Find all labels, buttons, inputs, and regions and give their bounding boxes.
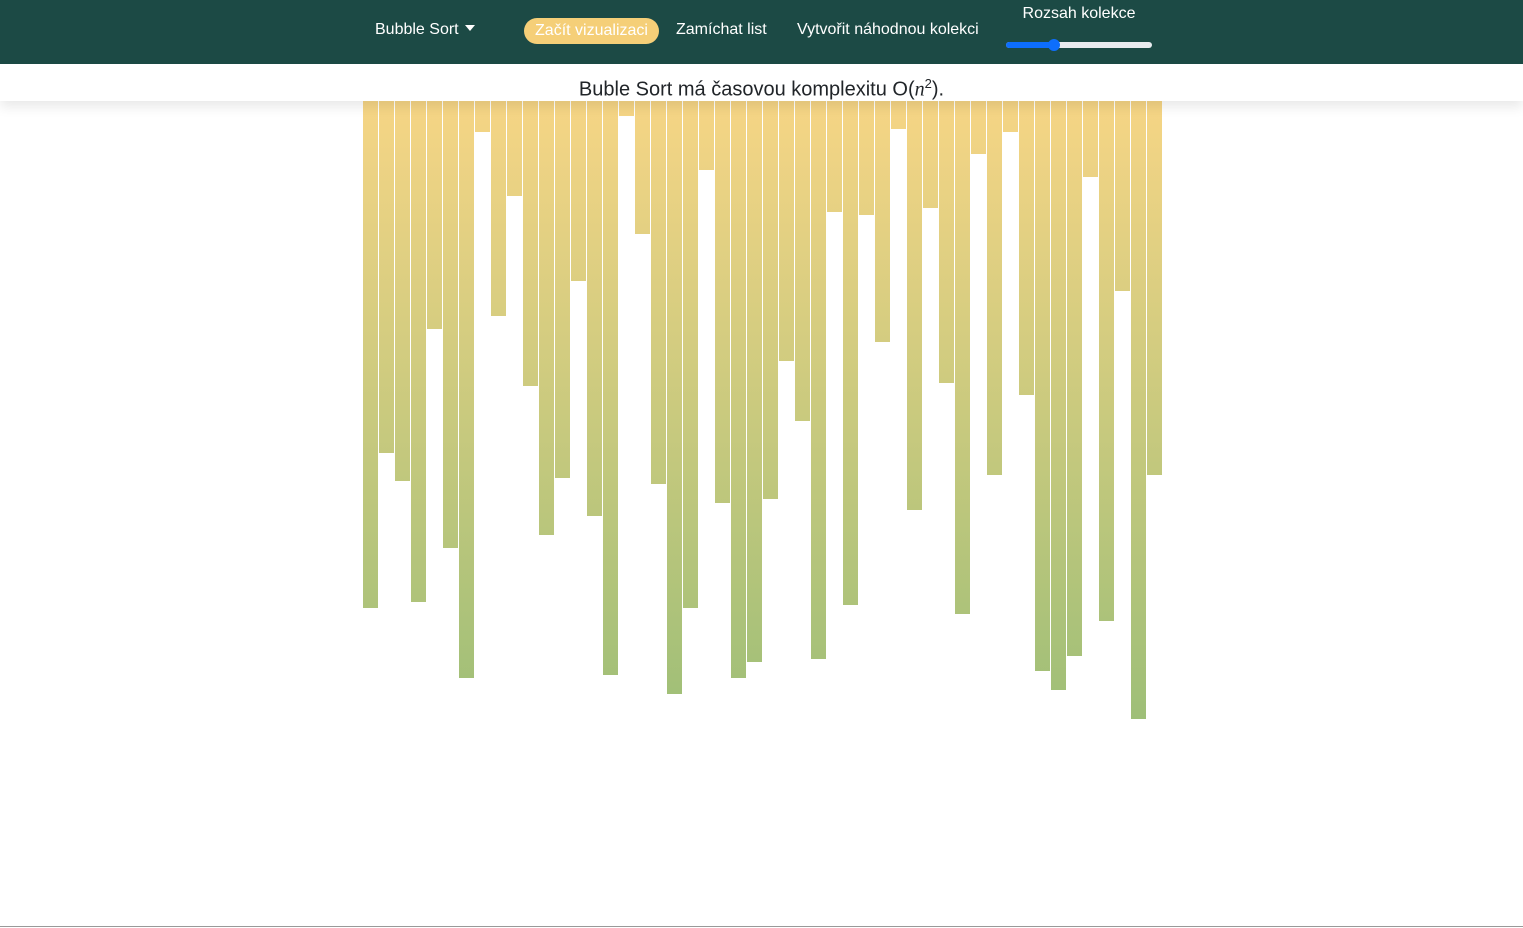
array-bar	[891, 101, 906, 129]
array-bar	[459, 101, 474, 678]
slider-fill	[1006, 42, 1055, 48]
info-bar: Buble Sort má časovou komplexitu O(n2).	[0, 64, 1523, 101]
shuffle-list-button[interactable]: Zamíchat list	[676, 21, 767, 38]
array-bar	[1115, 101, 1130, 291]
complexity-prefix: Buble Sort má časovou komplexitu O(	[578, 78, 915, 101]
array-bar	[555, 101, 570, 478]
complexity-variable: n	[914, 78, 925, 101]
array-bar	[683, 101, 698, 608]
array-bar	[491, 101, 506, 316]
algorithm-dropdown-label: Bubble Sort	[375, 21, 459, 38]
array-bar	[363, 101, 378, 608]
array-bar	[475, 101, 490, 132]
caret-down-icon	[464, 25, 475, 31]
array-bar	[1131, 101, 1146, 719]
array-bar	[1051, 101, 1066, 690]
array-bar	[603, 101, 618, 675]
complexity-suffix: ).	[931, 78, 945, 101]
array-bar	[1019, 101, 1034, 395]
algorithm-dropdown[interactable]: Bubble Sort	[375, 21, 475, 39]
collection-range-slider[interactable]	[1006, 39, 1152, 51]
array-bar	[1035, 101, 1050, 671]
bottom-divider	[0, 926, 1523, 927]
array-bar	[907, 101, 922, 510]
array-bar	[635, 101, 650, 234]
array-bar	[1147, 101, 1162, 475]
array-bar	[443, 101, 458, 548]
array-bar	[923, 101, 938, 208]
array-bar	[875, 101, 890, 342]
collection-range-label: Rozsah kolekce	[1022, 5, 1136, 22]
array-bar	[379, 101, 394, 453]
array-bar	[523, 101, 538, 386]
array-bar	[1003, 101, 1018, 132]
complexity-exponent: 2	[924, 76, 932, 91]
array-bar	[571, 101, 586, 281]
array-bar	[779, 101, 794, 361]
array-bar	[843, 101, 858, 605]
array-bar	[395, 101, 410, 481]
navbar: Bubble Sort Začít vizualizaci Zamíchat l…	[0, 0, 1523, 64]
slider-thumb[interactable]	[1048, 39, 1061, 51]
array-bar	[619, 101, 634, 116]
array-bar	[507, 101, 522, 196]
array-bar	[1067, 101, 1082, 656]
array-bar	[539, 101, 554, 535]
array-bar	[667, 101, 682, 694]
array-bar	[939, 101, 954, 383]
array-bar	[747, 101, 762, 662]
array-bar	[827, 101, 842, 212]
array-bar	[731, 101, 746, 678]
bar-visualization	[0, 101, 1523, 741]
array-bar	[971, 101, 986, 154]
array-bar	[699, 101, 714, 170]
array-bar	[987, 101, 1002, 475]
array-bar	[411, 101, 426, 602]
complexity-text: Buble Sort má časovou komplexitu O(n2).	[0, 76, 1523, 102]
array-bar	[955, 101, 970, 614]
array-bar	[1099, 101, 1114, 621]
array-bar	[859, 101, 874, 215]
array-bar	[427, 101, 442, 329]
array-bar	[795, 101, 810, 421]
array-bar	[651, 101, 666, 484]
array-bar	[1083, 101, 1098, 177]
array-bar	[715, 101, 730, 503]
array-bar	[763, 101, 778, 499]
slider-track	[1006, 42, 1152, 48]
random-collection-button[interactable]: Vytvořit náhodnou kolekci	[797, 21, 979, 38]
array-bar	[811, 101, 826, 659]
start-visualization-button[interactable]: Začít vizualizaci	[524, 18, 659, 44]
array-bar	[587, 101, 602, 516]
